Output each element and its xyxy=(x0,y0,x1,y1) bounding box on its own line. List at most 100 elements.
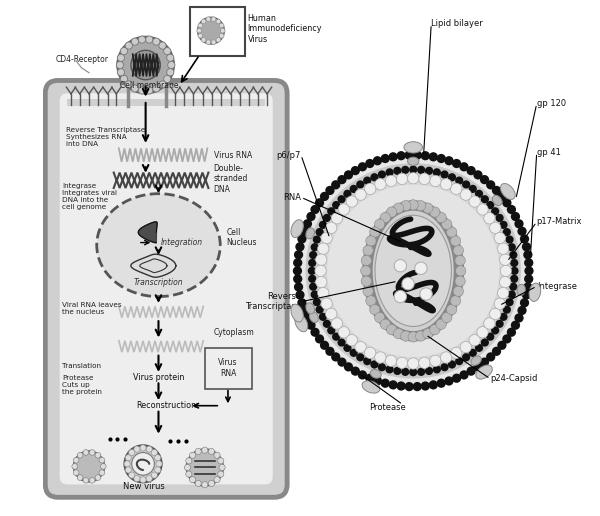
Circle shape xyxy=(451,347,462,359)
Circle shape xyxy=(453,286,464,296)
Ellipse shape xyxy=(97,194,220,297)
Circle shape xyxy=(423,203,433,213)
Circle shape xyxy=(73,470,79,475)
Circle shape xyxy=(496,214,504,222)
Circle shape xyxy=(310,205,320,214)
Circle shape xyxy=(430,175,441,187)
Circle shape xyxy=(497,287,509,299)
Circle shape xyxy=(511,267,518,275)
Circle shape xyxy=(308,259,316,267)
Circle shape xyxy=(321,232,332,244)
Circle shape xyxy=(300,227,309,236)
Circle shape xyxy=(337,195,346,203)
Circle shape xyxy=(413,382,422,391)
Circle shape xyxy=(430,355,441,366)
Circle shape xyxy=(490,308,501,319)
Circle shape xyxy=(423,329,433,339)
Text: Viral RNA leaves
the nucleus: Viral RNA leaves the nucleus xyxy=(62,302,122,315)
Circle shape xyxy=(125,445,161,482)
Ellipse shape xyxy=(362,200,464,342)
Circle shape xyxy=(419,173,430,185)
Circle shape xyxy=(366,236,376,246)
Circle shape xyxy=(466,366,476,376)
Circle shape xyxy=(83,449,89,455)
Text: gp 120: gp 120 xyxy=(537,99,566,108)
Circle shape xyxy=(446,227,457,237)
Circle shape xyxy=(500,265,512,277)
Circle shape xyxy=(344,170,353,180)
Circle shape xyxy=(475,344,483,352)
Circle shape xyxy=(320,341,329,350)
FancyBboxPatch shape xyxy=(205,348,251,389)
Circle shape xyxy=(480,175,489,184)
Circle shape xyxy=(134,446,140,452)
Circle shape xyxy=(74,451,104,482)
FancyBboxPatch shape xyxy=(190,7,245,56)
Circle shape xyxy=(167,54,174,61)
Circle shape xyxy=(99,457,105,463)
Circle shape xyxy=(469,196,481,207)
Circle shape xyxy=(167,69,174,76)
Text: Virus RNA: Virus RNA xyxy=(214,151,252,159)
Circle shape xyxy=(211,40,216,44)
Circle shape xyxy=(305,163,521,379)
Text: Human
Immunodeficiency
Virus: Human Immunodeficiency Virus xyxy=(248,14,322,44)
Circle shape xyxy=(363,176,371,185)
Circle shape xyxy=(326,222,337,233)
Text: Lipid bilayer: Lipid bilayer xyxy=(431,20,483,28)
Circle shape xyxy=(430,207,440,217)
Circle shape xyxy=(344,362,353,372)
Text: p24-Capsid: p24-Capsid xyxy=(490,375,538,383)
Circle shape xyxy=(401,166,409,174)
Circle shape xyxy=(385,365,394,374)
Circle shape xyxy=(437,154,446,163)
Circle shape xyxy=(380,319,391,329)
Circle shape xyxy=(413,151,422,160)
Circle shape xyxy=(309,283,317,291)
Circle shape xyxy=(125,81,133,88)
Circle shape xyxy=(497,192,506,201)
Circle shape xyxy=(502,334,512,344)
Circle shape xyxy=(197,17,224,44)
Circle shape xyxy=(316,228,324,236)
Circle shape xyxy=(121,75,128,83)
Circle shape xyxy=(355,342,366,353)
Text: Cytoplasm: Cytoplasm xyxy=(214,328,254,337)
Circle shape xyxy=(118,69,125,76)
Circle shape xyxy=(455,255,465,266)
Ellipse shape xyxy=(310,312,319,322)
Circle shape xyxy=(202,447,208,453)
Circle shape xyxy=(99,470,105,475)
Circle shape xyxy=(469,185,477,193)
Circle shape xyxy=(323,320,331,328)
Circle shape xyxy=(316,254,327,265)
Circle shape xyxy=(356,181,364,188)
Circle shape xyxy=(499,221,508,229)
Circle shape xyxy=(164,47,171,55)
Circle shape xyxy=(190,452,196,458)
Circle shape xyxy=(216,19,221,24)
Circle shape xyxy=(440,179,452,190)
Circle shape xyxy=(307,212,316,221)
Circle shape xyxy=(83,477,89,483)
Circle shape xyxy=(375,352,386,363)
Ellipse shape xyxy=(291,304,304,322)
Circle shape xyxy=(303,313,312,322)
Circle shape xyxy=(295,291,305,300)
Circle shape xyxy=(365,374,374,383)
Circle shape xyxy=(502,198,512,207)
Circle shape xyxy=(409,166,418,174)
Circle shape xyxy=(417,368,425,376)
Text: Reverse
Transcriptase: Reverse Transcriptase xyxy=(245,292,301,312)
Ellipse shape xyxy=(529,283,541,301)
Circle shape xyxy=(319,313,327,321)
Circle shape xyxy=(326,308,337,319)
Circle shape xyxy=(514,313,524,322)
Circle shape xyxy=(125,42,133,49)
Circle shape xyxy=(417,166,425,174)
Circle shape xyxy=(337,338,346,347)
Circle shape xyxy=(218,471,224,477)
Circle shape xyxy=(214,452,220,458)
Circle shape xyxy=(313,298,321,307)
Text: p17-Matrix: p17-Matrix xyxy=(537,217,582,227)
